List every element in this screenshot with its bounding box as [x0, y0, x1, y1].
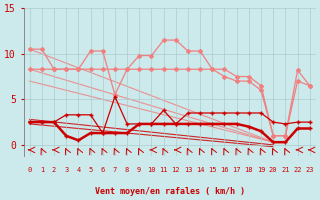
X-axis label: Vent moyen/en rafales ( km/h ): Vent moyen/en rafales ( km/h ) [95, 187, 245, 196]
